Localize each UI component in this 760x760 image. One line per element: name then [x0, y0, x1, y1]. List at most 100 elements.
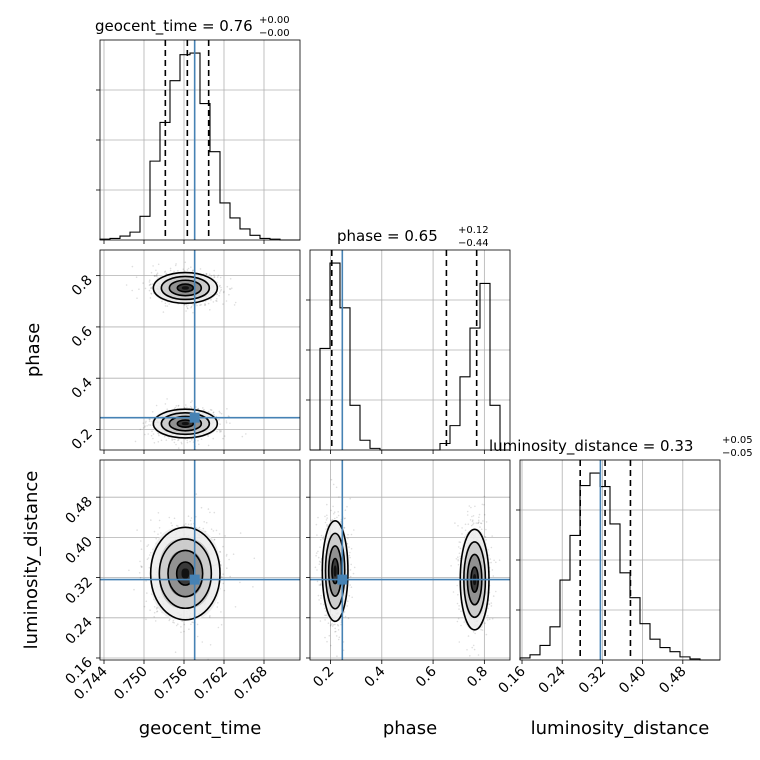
sample-point [220, 430, 222, 433]
sample-point [320, 584, 322, 586]
sample-point [164, 270, 167, 273]
sample-point [156, 611, 158, 613]
sample-point [198, 526, 201, 529]
sample-point [352, 572, 355, 575]
sample-point [171, 439, 173, 441]
sample-point [152, 265, 154, 267]
sample-point [324, 614, 326, 617]
contour-phase-vs-geocent-time [168, 279, 203, 297]
sample-point [486, 619, 489, 621]
sample-point [220, 412, 223, 415]
sample-point [225, 300, 228, 302]
sample-point [177, 447, 180, 449]
sample-point [149, 283, 151, 286]
sample-point [317, 550, 319, 553]
sample-point [175, 405, 178, 407]
sample-point [346, 605, 349, 607]
sample-point [150, 434, 153, 437]
sample-point [217, 419, 219, 421]
sample-point [331, 518, 334, 521]
sample-point [459, 555, 462, 558]
sample-point [331, 625, 334, 627]
sample-point [164, 305, 167, 307]
sample-point [213, 274, 215, 277]
sample-point [337, 638, 340, 641]
sample-point [154, 275, 157, 277]
sample-point [458, 552, 461, 555]
title-phase: phase = 0.65 [337, 227, 438, 245]
sample-point [457, 546, 460, 548]
sample-point [220, 289, 223, 291]
sample-point [165, 439, 168, 442]
sample-point [495, 590, 497, 593]
sample-point [215, 299, 217, 302]
sample-point [492, 595, 495, 597]
sample-point [472, 519, 474, 521]
sample-point [346, 505, 348, 508]
sample-point [190, 266, 192, 269]
sample-point [197, 408, 199, 410]
sample-point [145, 580, 147, 582]
sample-point [222, 582, 225, 585]
x-axis-label-phase: phase [383, 718, 437, 739]
luminosity-distance-vs-phase-frame [309, 459, 511, 661]
sample-point [135, 276, 138, 279]
sample-point [233, 304, 236, 306]
sample-point [347, 533, 349, 536]
plot-area-luminosity-distance-vs-geocent-time [100, 460, 300, 660]
sample-point [183, 270, 186, 272]
sample-point [472, 631, 475, 633]
sample-point [318, 584, 321, 586]
x-tick-label-phase: 0.6 [413, 663, 440, 690]
sample-point [209, 511, 211, 514]
sample-point [156, 273, 158, 276]
sample-point [469, 519, 472, 521]
sample-point [169, 269, 172, 272]
sample-point [183, 303, 185, 306]
sample-point [338, 496, 340, 498]
sample-point [143, 605, 146, 608]
sample-point [225, 421, 228, 424]
sample-point [173, 517, 176, 520]
hist-phase-frame [309, 249, 511, 451]
hist-geocent-time-frame [99, 39, 301, 241]
sample-point [324, 619, 326, 621]
sample-point [461, 533, 463, 535]
sample-point [177, 439, 180, 441]
sample-point [490, 602, 493, 604]
sample-point [172, 621, 174, 624]
sample-point [145, 618, 147, 621]
sample-point [347, 537, 349, 540]
sample-point [226, 553, 228, 556]
sample-point [146, 592, 148, 594]
sample-point [458, 541, 461, 543]
sample-point [245, 433, 247, 435]
sample-point [169, 618, 171, 621]
sample-point [316, 569, 318, 571]
sample-point [187, 307, 189, 310]
sample-point [190, 517, 193, 519]
sample-point [319, 620, 322, 622]
sample-point [212, 437, 214, 440]
hist-outline-phase [310, 262, 510, 451]
sample-point [213, 539, 216, 541]
sample-point [331, 623, 333, 625]
sample-point [458, 641, 461, 643]
sample-point [491, 569, 494, 571]
sample-point [457, 563, 460, 566]
sample-point [234, 606, 237, 608]
sample-point [207, 302, 210, 305]
sample-point [209, 309, 211, 311]
sample-point [327, 622, 330, 624]
sample-point [168, 516, 171, 519]
sample-point [196, 635, 199, 638]
sample-point [347, 600, 349, 602]
truth-point-luminosity-distance-vs-phase [337, 574, 348, 585]
sample-point [348, 554, 351, 557]
sample-point [204, 303, 207, 306]
sample-point [156, 272, 159, 275]
sample-point [168, 303, 170, 305]
sample-point [332, 505, 334, 508]
density-level-luminosity-distance-vs-phase [333, 565, 337, 577]
